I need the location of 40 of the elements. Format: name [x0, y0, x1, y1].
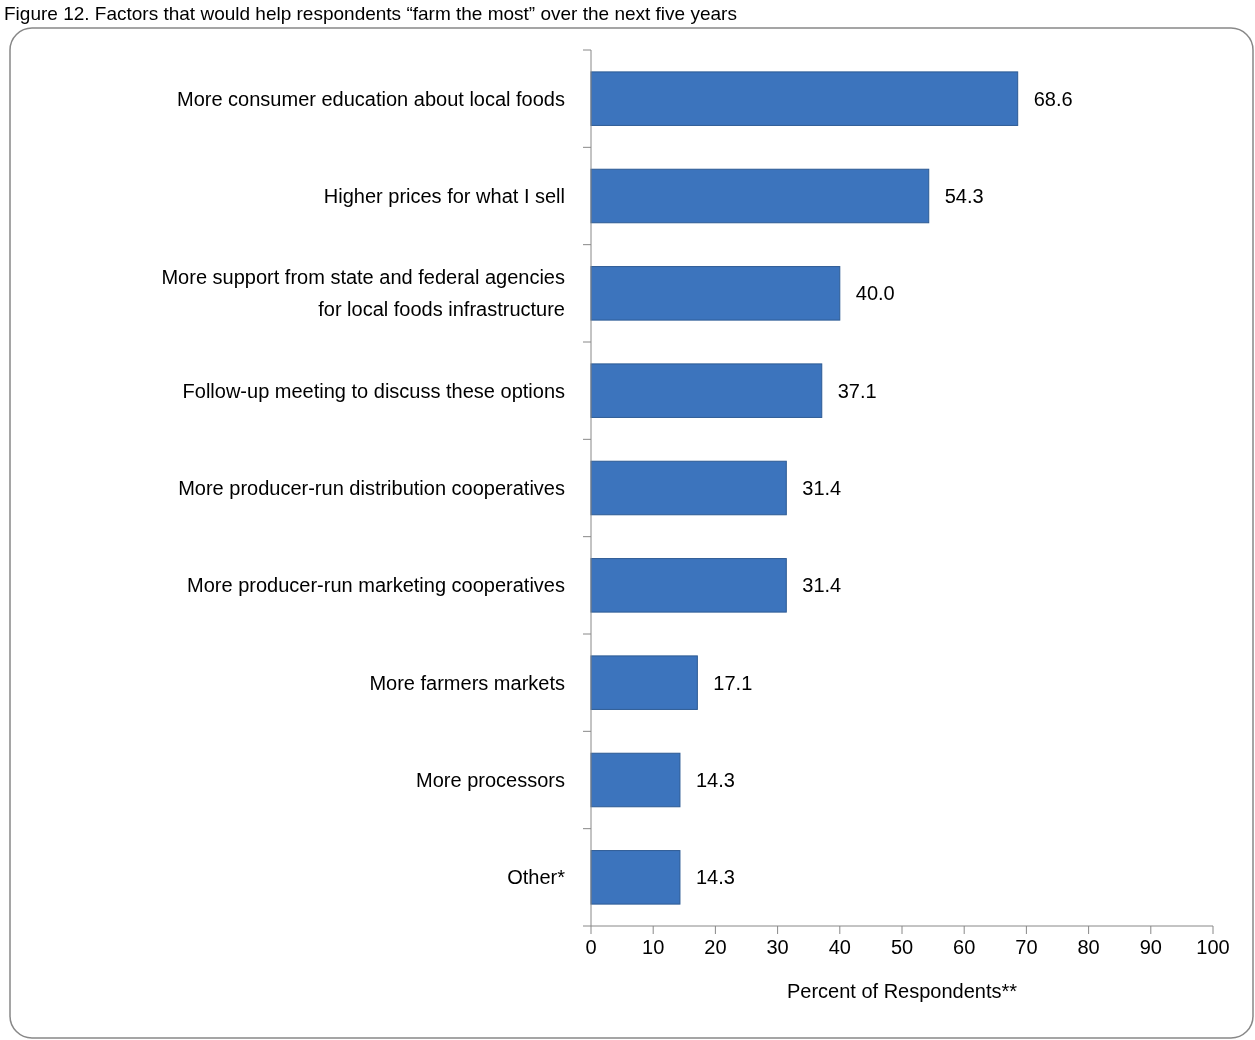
x-tick-label: 0 [585, 936, 597, 958]
bar [590, 850, 681, 905]
data-label: 17.1 [713, 671, 753, 694]
data-label: 68.6 [1033, 87, 1073, 110]
bar [590, 266, 841, 321]
y-tick-label: Other* [507, 866, 566, 889]
y-tick-label: More producer-run marketing cooperatives [187, 574, 565, 597]
data-label: 31.4 [802, 477, 842, 499]
y-tick-label: More farmers markets [369, 671, 565, 694]
x-axis-title: Percent of Respondents** [786, 980, 1018, 1002]
y-tick-label: More producer-run distribution cooperatives [178, 477, 565, 499]
data-label: 37.1 [837, 379, 877, 402]
bar [590, 655, 698, 710]
x-tick-label: 20 [704, 936, 727, 958]
y-tick-label: More consumer education about local foods [176, 87, 565, 110]
x-tick-label: 30 [766, 936, 789, 958]
text: Figure 12. Factors that would help respondents “farm the most” over the next five years [4, 3, 737, 24]
bar [590, 363, 823, 418]
data-label: 40.0 [855, 282, 895, 305]
bar [590, 71, 1019, 126]
x-tick-label: 60 [953, 936, 976, 958]
x-tick-label: 10 [642, 936, 665, 958]
x-tick-label: 50 [890, 936, 914, 958]
y-tick-label: More processors [416, 769, 565, 791]
bar [590, 558, 787, 613]
data-label: 14.3 [695, 769, 735, 791]
bar [590, 168, 930, 224]
y-tick-label: More support from state and federal agencies for local foods infrastructure [161, 266, 565, 321]
data-label: 31.4 [802, 574, 842, 597]
data-label: 54.3 [944, 185, 984, 207]
x-tick-label: 70 [1015, 936, 1038, 958]
y-tick-label: Follow-up meeting to discuss these options [182, 379, 565, 402]
x-tick-label: 90 [1139, 936, 1162, 958]
x-tick-label: 80 [1077, 936, 1100, 958]
bar [590, 752, 681, 808]
data-label: 14.3 [695, 866, 735, 889]
x-tick-label: 100 [1196, 936, 1230, 958]
y-tick-label: Higher prices for what I sell [323, 185, 565, 207]
x-tick-label: 40 [828, 936, 851, 958]
bar [590, 460, 787, 516]
